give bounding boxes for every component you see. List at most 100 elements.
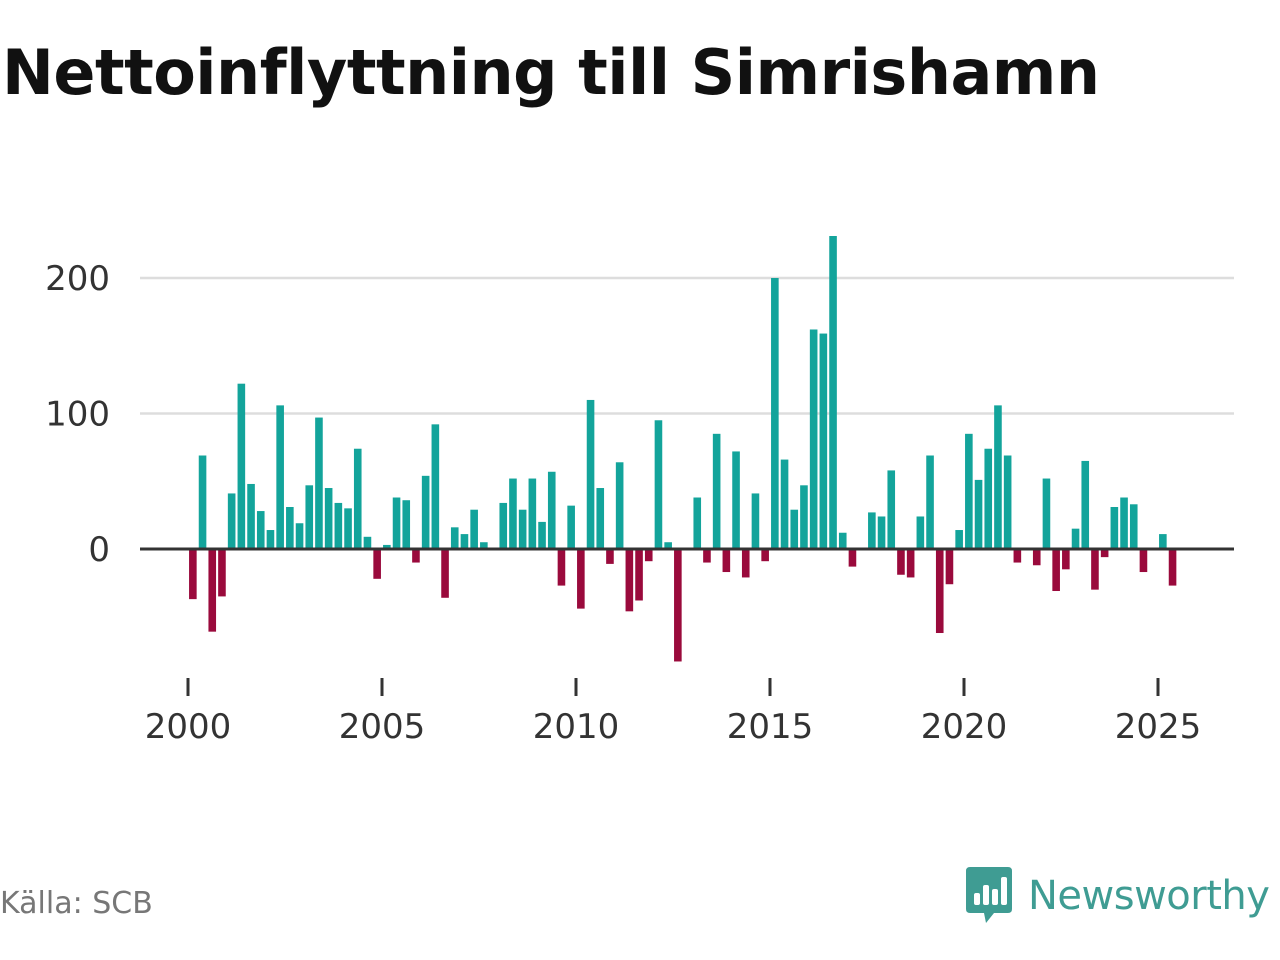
bar-85 <box>1013 549 1022 563</box>
bar-20 <box>383 544 391 549</box>
bar-101 <box>1168 549 1177 586</box>
bar-56 <box>732 451 740 549</box>
bar-34 <box>518 509 527 549</box>
bar-33 <box>509 478 517 549</box>
bar-81 <box>974 479 983 549</box>
bar-54 <box>712 433 721 549</box>
bar-35 <box>528 478 537 549</box>
bar-89 <box>1052 549 1060 592</box>
bar-53 <box>703 549 711 563</box>
bar-37 <box>547 471 556 549</box>
bar-19 <box>373 549 381 579</box>
bar-76 <box>926 455 934 549</box>
bar-71 <box>877 516 886 549</box>
brand-name: Newsworthy <box>1028 873 1270 919</box>
x-tick-label-2025: 2025 <box>1115 707 1202 747</box>
bar-92 <box>1081 460 1090 550</box>
bar-62 <box>790 509 799 549</box>
bar-27 <box>450 527 459 549</box>
bar-49 <box>664 542 672 550</box>
bar-59 <box>761 549 769 562</box>
bar-45 <box>625 549 634 612</box>
bar-47 <box>644 549 653 562</box>
bar-10 <box>286 507 294 550</box>
x-tick-label-2020: 2020 <box>921 707 1008 747</box>
bar-11 <box>295 523 304 549</box>
bar-83 <box>994 405 1002 549</box>
bar-40 <box>577 549 585 609</box>
bar-93 <box>1091 549 1099 590</box>
bars <box>189 236 1177 662</box>
bar-17 <box>353 448 362 549</box>
bar-6 <box>247 483 255 549</box>
bar-100 <box>1159 534 1167 549</box>
bar-79 <box>955 530 963 549</box>
x-axis: 2000 2005 2010 2015 2020 2025 <box>145 678 1202 747</box>
bar-42 <box>596 488 605 549</box>
chart-title: Nettoinflyttning till Simrishamn <box>2 36 1100 109</box>
bar-70 <box>868 512 876 549</box>
bar-84 <box>1003 455 1012 549</box>
bar-12 <box>305 485 314 549</box>
bar-14 <box>324 488 333 549</box>
bar-39 <box>567 505 575 549</box>
x-tick-label-2010: 2010 <box>533 707 620 747</box>
bar-2 <box>208 549 217 632</box>
bar-4 <box>227 493 236 549</box>
gridlines <box>140 276 1234 415</box>
bar-7 <box>256 511 265 549</box>
bar-44 <box>615 462 624 549</box>
bar-29 <box>470 509 478 549</box>
bar-0 <box>189 549 197 600</box>
bar-96 <box>1120 497 1128 549</box>
bar-50 <box>674 549 682 662</box>
bar-13 <box>315 417 323 549</box>
bar-15 <box>334 502 343 549</box>
bar-80 <box>965 433 973 549</box>
bar-43 <box>606 549 614 564</box>
bar-48 <box>654 420 663 549</box>
bar-36 <box>538 521 546 549</box>
x-tick-label-2015: 2015 <box>727 707 814 747</box>
bar-26 <box>441 549 449 598</box>
bar-55 <box>722 549 731 573</box>
y-tick-label-200: 200 <box>45 259 110 299</box>
bar-67 <box>838 532 847 549</box>
bar-74 <box>906 549 915 578</box>
y-tick-label-0: 0 <box>88 530 110 570</box>
bar-73 <box>897 549 905 575</box>
bar-94 <box>1100 549 1109 558</box>
bar-21 <box>392 497 401 549</box>
bar-78 <box>945 549 954 585</box>
bar-8 <box>266 530 275 549</box>
bar-52 <box>693 497 702 549</box>
bar-23 <box>412 549 420 563</box>
bar-82 <box>984 448 993 549</box>
bar-32 <box>499 502 508 549</box>
bar-5 <box>237 383 246 549</box>
bar-38 <box>557 549 566 586</box>
bar-90 <box>1062 549 1070 570</box>
bar-72 <box>887 470 896 549</box>
bar-1 <box>198 455 207 549</box>
newsworthy-logo-icon <box>966 867 1012 923</box>
bar-77 <box>935 549 944 634</box>
x-tick-label-2000: 2000 <box>145 707 232 747</box>
y-tick-label-100: 100 <box>45 395 110 435</box>
source-label: Källa: SCB <box>0 886 153 921</box>
bar-30 <box>480 542 488 550</box>
bar-28 <box>460 534 469 549</box>
bar-64 <box>809 329 818 549</box>
bar-75 <box>916 516 925 549</box>
bar-68 <box>848 549 857 567</box>
bar-24 <box>421 475 430 549</box>
bar-41 <box>586 399 595 549</box>
bar-18 <box>363 536 372 549</box>
bar-87 <box>1032 549 1041 566</box>
bar-16 <box>344 508 352 549</box>
bar-66 <box>829 236 837 549</box>
bar-88 <box>1042 478 1051 549</box>
brand-logo[interactable]: Newsworthy <box>964 864 1270 928</box>
bar-97 <box>1129 504 1138 549</box>
